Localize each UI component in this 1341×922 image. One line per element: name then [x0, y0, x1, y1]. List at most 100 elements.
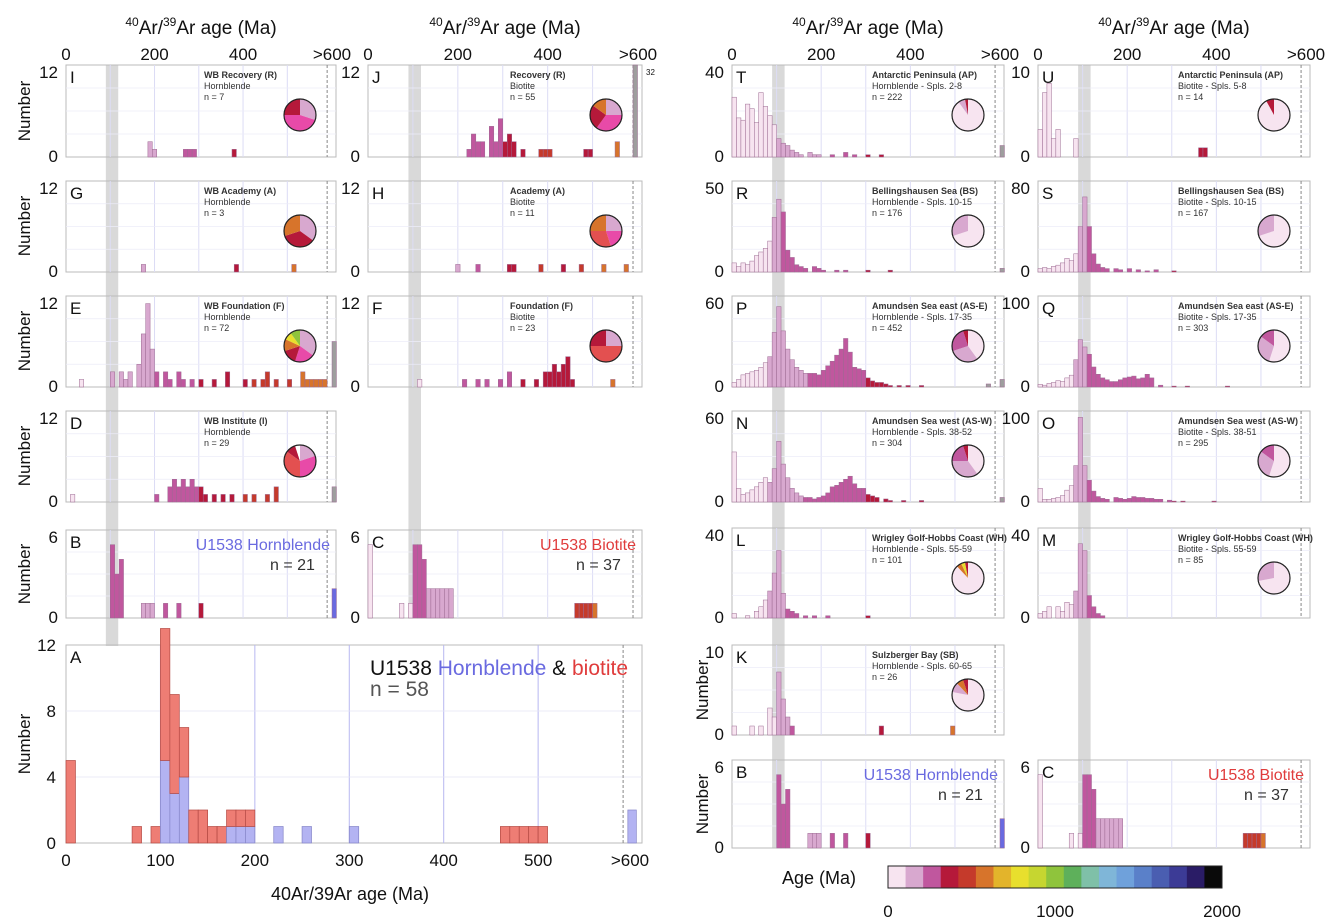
n-label: n = 58 — [370, 678, 429, 701]
bar-biotite — [518, 826, 530, 844]
bar-hornblende — [273, 826, 284, 844]
pie-outline — [951, 329, 985, 363]
bar — [829, 833, 835, 849]
top-axis-title: 40Ar/39Ar age (Ma) — [125, 15, 276, 39]
bar — [1046, 606, 1052, 619]
panel-subtitle: Biotite - Spls. 10-15 — [1178, 197, 1257, 207]
bar — [874, 382, 880, 388]
bar — [798, 154, 804, 158]
pie-slice — [952, 683, 968, 695]
top-tick-label: 200 — [1113, 45, 1141, 64]
y-tick-label: 40 — [705, 526, 724, 545]
bar — [731, 451, 737, 503]
bar — [331, 341, 337, 388]
pie-slice — [1266, 99, 1274, 115]
bar — [587, 149, 593, 158]
bar — [1171, 270, 1177, 273]
bar — [820, 269, 826, 273]
y-tick-label: 4 — [47, 768, 56, 787]
bar-biotite — [197, 809, 208, 844]
composition-pie — [589, 329, 623, 363]
bar — [547, 149, 553, 158]
bar — [1140, 377, 1146, 388]
title-part: Ar/ — [139, 18, 164, 39]
bar — [1091, 789, 1097, 849]
title-part: & — [546, 657, 572, 680]
pie-slice — [952, 215, 968, 236]
bar — [740, 374, 746, 388]
panel-title: WB Recovery (R) — [204, 70, 277, 80]
colorbar-swatch — [1204, 866, 1223, 888]
pie-outline — [283, 444, 317, 478]
bar — [291, 264, 297, 273]
panel-R: R 0 50 Bellingshausen Sea (BS)Hornblende - … — [705, 179, 1005, 281]
pie-slice — [300, 456, 317, 477]
bar — [785, 249, 791, 273]
bar-biotite — [537, 826, 548, 844]
age-highlight-band — [105, 65, 119, 646]
bar — [1126, 376, 1132, 388]
composition-pie — [589, 98, 623, 132]
bar — [79, 379, 84, 388]
bar — [183, 149, 188, 158]
pie-slice — [284, 451, 300, 477]
y-tick-label: 0 — [1021, 262, 1030, 281]
bar — [749, 260, 755, 273]
bar — [780, 803, 786, 849]
pie-outline — [283, 329, 317, 363]
n-label: n = 295 — [1178, 438, 1208, 448]
bar — [1091, 253, 1097, 273]
bar — [1051, 382, 1057, 388]
bar — [152, 149, 157, 158]
n-label: n = 21 — [270, 557, 315, 574]
n-label: n = 101 — [872, 555, 902, 565]
bar — [825, 365, 831, 388]
panel-T: T 0 40 Antarctic Peninsula (AP)Hornblende -… — [705, 63, 1005, 166]
bar — [767, 707, 773, 736]
composition-pie — [1257, 214, 1291, 248]
panel-subtitle: Hornblende - Spls. 17-35 — [872, 312, 972, 322]
bar — [1073, 359, 1079, 388]
bar — [1211, 500, 1217, 503]
bar — [1113, 818, 1119, 849]
y-tick-label: 12 — [341, 63, 360, 82]
bar — [762, 248, 768, 273]
bar — [1091, 366, 1097, 388]
bar — [1037, 384, 1043, 388]
composition-pie — [283, 444, 317, 478]
bar — [574, 603, 580, 619]
n-label: n = 72 — [204, 323, 229, 333]
bar — [1042, 611, 1048, 619]
colorbar-swatch — [958, 866, 977, 888]
bar — [919, 500, 924, 503]
y-tick-label: 0 — [49, 492, 58, 511]
bar — [829, 486, 835, 503]
colorbar-swatch — [975, 866, 994, 888]
n-label: n = 37 — [576, 557, 621, 574]
bar — [511, 141, 517, 158]
n-label: n = 3 — [204, 208, 224, 218]
bar — [754, 255, 760, 273]
bar-hornblende — [235, 826, 246, 844]
pie-slice — [284, 339, 300, 351]
panel-B: B 0 6 U1538 Hornblende n = 21 — [715, 758, 1005, 857]
bar — [1082, 550, 1088, 619]
panel-subtitle: Biotite - Spls. 55-59 — [1178, 544, 1257, 554]
y-tick-label: 6 — [351, 528, 360, 547]
bar — [118, 371, 124, 388]
panel-subtitle: Hornblende — [204, 427, 251, 437]
colorbar-tick-label: 0 — [883, 902, 892, 921]
bar — [1086, 774, 1092, 849]
bar — [1131, 375, 1137, 388]
pie-slice — [606, 330, 622, 346]
bar — [1184, 385, 1190, 388]
bar — [1198, 147, 1204, 158]
y-axis-title: Number — [15, 310, 34, 371]
bar — [198, 486, 204, 503]
bar — [1126, 268, 1132, 273]
bar — [1242, 833, 1248, 849]
x-tick-label: >600 — [611, 851, 649, 870]
bar — [865, 269, 871, 273]
colorbar-swatch — [940, 866, 959, 888]
pie-slice — [284, 115, 316, 132]
